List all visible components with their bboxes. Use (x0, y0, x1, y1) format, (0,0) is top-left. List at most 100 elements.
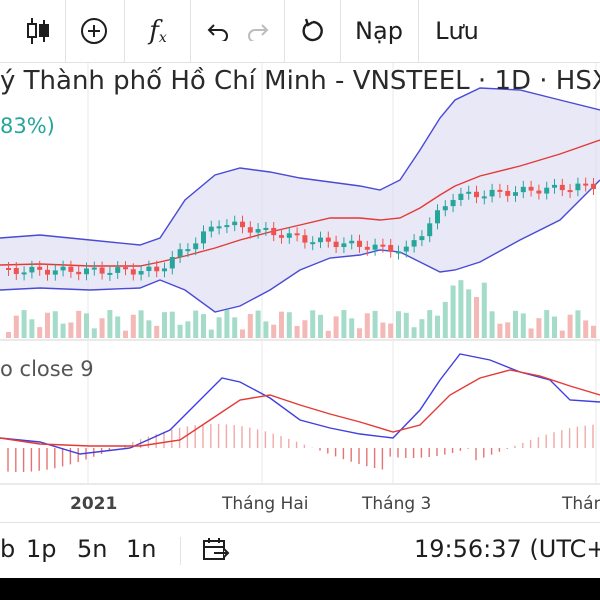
save-button[interactable]: Lưu (422, 0, 492, 62)
candle-body (177, 249, 183, 258)
range-button-1n[interactable]: 1n (126, 535, 157, 563)
volume-bar (357, 328, 362, 338)
candle-body (450, 199, 456, 207)
volume-bar (474, 296, 479, 338)
bollinger-lower (0, 179, 600, 313)
volume-bar (91, 328, 97, 338)
candle-body (216, 226, 222, 229)
candle-body (45, 269, 50, 275)
candle-body (458, 193, 464, 200)
load-button[interactable]: Nạp (344, 0, 414, 62)
candle-body (99, 267, 105, 274)
candle-body (224, 225, 230, 228)
candle-body (255, 229, 261, 233)
redo-icon[interactable] (240, 0, 276, 62)
candle-body (552, 184, 557, 188)
candle-body (435, 210, 440, 224)
volume-bar (481, 282, 487, 338)
volume-bar (216, 317, 222, 338)
candle-body (364, 246, 370, 250)
plus-circle-icon[interactable] (68, 0, 120, 62)
volume-bar (442, 301, 448, 338)
candle-body (208, 226, 214, 232)
bollinger-upper (0, 87, 600, 246)
volume-bar (37, 327, 43, 338)
volume-bar (505, 322, 511, 338)
candle-body (60, 266, 66, 271)
volume-bar (286, 312, 292, 338)
candle-body (497, 189, 503, 192)
volume-bar (466, 289, 472, 338)
candle-body (154, 266, 160, 272)
volume-bar (411, 327, 417, 338)
candle-body (240, 221, 245, 228)
candle-body (318, 237, 323, 243)
candle-body (474, 191, 479, 198)
macd-legend: o close 9 (0, 357, 94, 381)
volume-bar (138, 310, 144, 338)
candle-body (115, 267, 121, 273)
candle-body (575, 183, 581, 191)
candle-body (505, 190, 511, 196)
candle-body (583, 183, 589, 186)
candle-body (567, 190, 573, 193)
candle-body (489, 189, 495, 197)
volume-bar (536, 318, 542, 338)
range-button-b[interactable]: b (0, 535, 16, 563)
candle-body (396, 251, 401, 254)
divider (180, 537, 181, 565)
calendar-goto-icon[interactable] (202, 537, 230, 567)
volume-bar (6, 332, 11, 338)
price-chart[interactable] (0, 63, 600, 521)
candle-body (286, 233, 292, 238)
chart-title: ý Thành phố Hồ Chí Minh - VNSTEEL · 1D ·… (0, 66, 600, 96)
volume-bar (107, 310, 113, 338)
candle-body (349, 240, 355, 244)
volume-bar (333, 316, 339, 338)
candle-body (169, 257, 175, 269)
volume-bar (497, 323, 503, 338)
volume-bar (552, 316, 557, 338)
candle-body (107, 272, 113, 275)
volume-bar (279, 311, 284, 338)
candle-body (13, 268, 19, 274)
candle-body (21, 272, 27, 275)
volume-bar (294, 325, 300, 338)
candle-body (6, 268, 11, 270)
candle-body (263, 227, 269, 230)
volume-bar (99, 318, 105, 338)
volume-bar (364, 313, 370, 338)
volume-bar (29, 319, 35, 338)
candle-body (544, 187, 550, 194)
volume-bar (255, 310, 261, 338)
candle-body (146, 266, 152, 272)
volume-bar (21, 310, 27, 338)
range-button-5n[interactable]: 5n (77, 535, 108, 563)
candle-body (302, 235, 308, 243)
candle-body (481, 196, 487, 199)
volume-bar (247, 314, 253, 338)
range-button-1p[interactable]: 1p (26, 535, 57, 563)
volume-bar (520, 313, 526, 338)
volume-bar (372, 310, 378, 338)
clock-timezone[interactable]: 19:56:37 (UTC+7 (414, 535, 600, 563)
volume-bar (130, 314, 136, 338)
candlestick-icon[interactable] (14, 0, 62, 62)
volume-bar (52, 311, 58, 338)
volume-bar (341, 310, 347, 338)
volume-bar (396, 311, 401, 338)
candle-body (411, 240, 417, 247)
candle-body (536, 190, 542, 194)
reload-icon[interactable] (290, 0, 336, 62)
candle-body (29, 266, 35, 273)
volume-bar (591, 325, 596, 338)
candle-body (76, 271, 82, 275)
volume-bar (575, 310, 581, 338)
chart-canvas[interactable] (0, 63, 600, 521)
volume-bar (232, 317, 238, 338)
volume-bar (13, 315, 19, 338)
undo-icon[interactable] (200, 0, 236, 62)
volume-bar (123, 330, 128, 338)
